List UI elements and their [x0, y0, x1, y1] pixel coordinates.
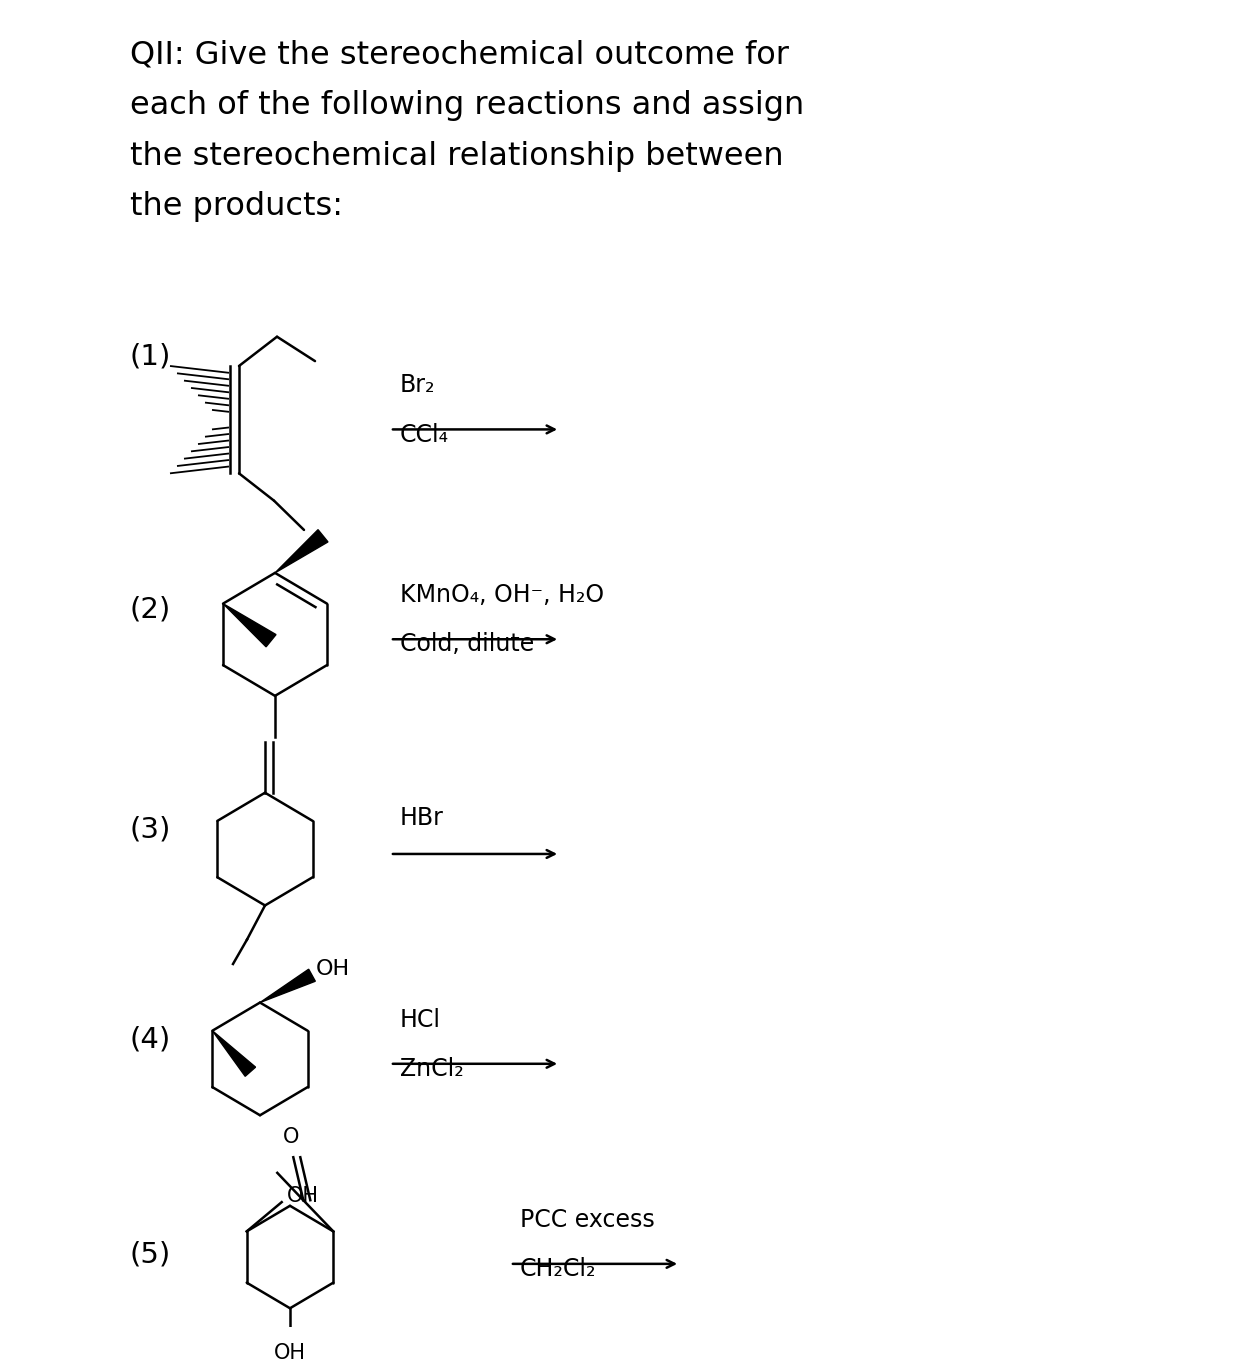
Text: OH: OH	[274, 1344, 306, 1360]
Polygon shape	[274, 529, 328, 573]
Text: QII: Give the stereochemical outcome for: QII: Give the stereochemical outcome for	[130, 39, 789, 69]
Text: CH₂Cl₂: CH₂Cl₂	[520, 1257, 596, 1281]
Text: (1): (1)	[130, 343, 171, 370]
Polygon shape	[212, 1031, 256, 1076]
Text: the stereochemical relationship between: the stereochemical relationship between	[130, 140, 784, 171]
Text: O: O	[283, 1127, 299, 1148]
Text: (4): (4)	[130, 1025, 171, 1054]
Polygon shape	[224, 604, 276, 647]
Text: (2): (2)	[130, 596, 171, 624]
Text: CCl₄: CCl₄	[400, 423, 450, 446]
Text: PCC excess: PCC excess	[520, 1208, 655, 1232]
Text: (3): (3)	[130, 816, 171, 843]
Text: ZnCl₂: ZnCl₂	[400, 1057, 463, 1081]
Text: Cold, dilute: Cold, dilute	[400, 632, 534, 657]
Text: (5): (5)	[130, 1240, 171, 1268]
Text: KMnO₄, OH⁻, H₂O: KMnO₄, OH⁻, H₂O	[400, 583, 604, 607]
Text: OH: OH	[315, 959, 350, 979]
Text: each of the following reactions and assign: each of the following reactions and assi…	[130, 90, 805, 121]
Text: HBr: HBr	[400, 805, 443, 830]
Polygon shape	[260, 970, 315, 1002]
Text: the products:: the products:	[130, 192, 343, 222]
Text: HCl: HCl	[400, 1008, 441, 1032]
Text: OH: OH	[287, 1186, 319, 1206]
Text: Br₂: Br₂	[400, 373, 436, 397]
